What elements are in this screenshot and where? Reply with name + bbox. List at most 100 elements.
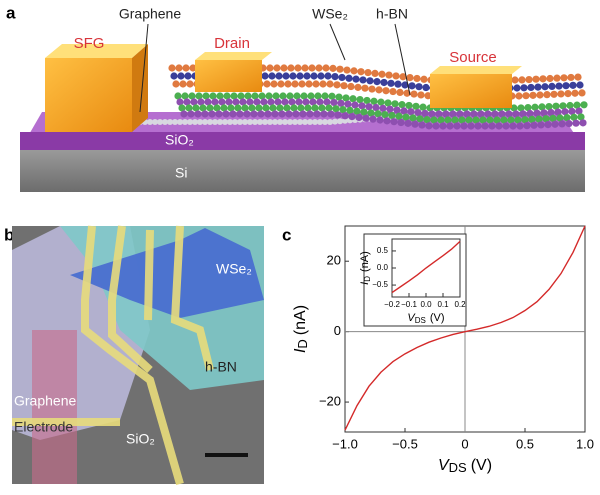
bead: [311, 104, 319, 112]
bead: [512, 110, 520, 118]
bead: [456, 110, 464, 118]
bead: [258, 92, 266, 100]
bead: [222, 119, 228, 125]
bead: [486, 116, 494, 124]
bead: [292, 119, 298, 125]
subscript: DS: [415, 316, 426, 325]
bead: [537, 121, 545, 129]
bead: [179, 80, 187, 88]
bead: [422, 83, 430, 92]
graphene-strip: [32, 330, 77, 484]
bead: [320, 110, 328, 118]
bead: [383, 117, 391, 125]
bead: [334, 111, 342, 119]
bead: [544, 121, 552, 129]
bead: [493, 116, 501, 124]
bead: [401, 81, 409, 89]
x-tick-label: −1.0: [332, 436, 358, 451]
bead: [234, 104, 242, 112]
bead: [564, 90, 572, 98]
bead: [332, 105, 340, 113]
bead: [571, 89, 579, 97]
bead: [237, 119, 243, 125]
bead: [343, 66, 351, 74]
bead: [411, 120, 419, 128]
bead: [396, 88, 404, 96]
bead: [152, 119, 158, 125]
bead: [187, 110, 195, 118]
bead: [289, 72, 297, 80]
bead: [385, 71, 393, 79]
bead: [507, 116, 515, 124]
bead: [517, 104, 525, 112]
bead: [250, 110, 258, 118]
bead: [286, 92, 294, 100]
subscript: D: [363, 276, 372, 282]
bead: [172, 119, 178, 125]
bead: [404, 119, 412, 127]
bead: [157, 119, 163, 125]
bead: [432, 122, 440, 130]
bead: [267, 98, 275, 106]
bead: [453, 122, 461, 130]
bead: [218, 98, 226, 106]
sio2-label: SiO₂: [165, 132, 194, 148]
bead: [458, 116, 466, 124]
x-axis-label: VDS (V): [407, 312, 444, 325]
bead: [327, 119, 333, 125]
bead: [273, 64, 281, 72]
bead: [182, 119, 188, 125]
x-tick-label: 0: [461, 436, 468, 451]
bead: [282, 119, 288, 125]
bead: [287, 64, 295, 72]
bead: [419, 103, 427, 111]
bead: [309, 98, 317, 106]
bead: [502, 122, 510, 130]
bead: [549, 114, 557, 122]
hbn-label: h-BN: [376, 6, 408, 22]
bead: [317, 119, 323, 125]
bead: [376, 116, 384, 124]
bead: [371, 69, 379, 77]
bead: [344, 100, 352, 108]
bead: [335, 93, 343, 101]
bead: [538, 103, 546, 111]
bead: [176, 98, 184, 106]
bead: [350, 67, 358, 75]
bead: [337, 118, 343, 125]
y-tick-label: 0.5: [377, 246, 389, 255]
bead: [557, 90, 565, 98]
bead: [192, 104, 200, 112]
bead: [312, 119, 318, 125]
bead: [346, 106, 354, 114]
bead: [215, 110, 223, 118]
bead: [257, 119, 263, 125]
bead: [553, 74, 561, 82]
bead: [299, 110, 307, 118]
panel-label: a: [6, 3, 16, 22]
bead: [242, 119, 248, 125]
bead: [532, 75, 540, 83]
y-axis-label: ID (nA): [292, 305, 310, 353]
bead: [543, 91, 551, 99]
bead: [297, 119, 303, 125]
unit: (V): [471, 457, 492, 474]
bead: [395, 112, 403, 120]
x-tick-label: 1.0: [576, 436, 594, 451]
bead: [361, 84, 369, 92]
bead: [405, 101, 413, 110]
bead: [220, 104, 228, 112]
bead: [290, 104, 298, 112]
bead: [566, 101, 574, 110]
bead: [181, 92, 189, 100]
bead: [546, 74, 554, 83]
bead: [387, 79, 395, 87]
bead: [352, 75, 360, 83]
bead: [267, 119, 273, 125]
y-tick-label: 20: [327, 253, 341, 268]
symbol: I: [359, 282, 371, 285]
bead: [285, 110, 293, 118]
bead: [208, 110, 216, 118]
bead: [319, 80, 327, 88]
bead: [545, 102, 553, 111]
